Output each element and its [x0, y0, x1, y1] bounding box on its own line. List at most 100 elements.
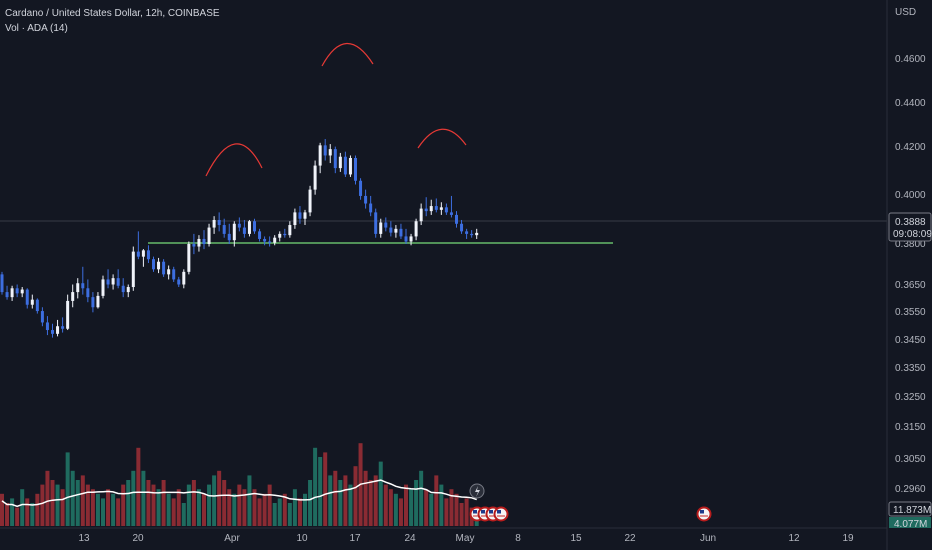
volume-bar: [388, 489, 393, 526]
candle-body: [439, 207, 443, 210]
candle-body: [278, 233, 282, 238]
candle-body: [379, 222, 383, 234]
volume-bar: [459, 503, 464, 526]
candle: [152, 256, 155, 272]
candle-body: [247, 221, 251, 234]
volume-bar: [55, 484, 60, 526]
candle: [162, 259, 166, 277]
volume-bar: [60, 489, 65, 526]
volume-bar: [338, 480, 343, 526]
volume-bar: [398, 498, 403, 526]
volume-bar: [35, 493, 40, 526]
volume-bar: [313, 447, 318, 526]
volume-bar: [111, 493, 116, 526]
candle-body: [414, 221, 418, 237]
candle-body: [56, 326, 60, 334]
volume-bar: [166, 493, 171, 526]
last-price-badge: 0.3888 09:08:09: [888, 212, 932, 242]
candle: [242, 219, 246, 238]
candle-body: [51, 330, 54, 334]
economic-event-flags[interactable]: [469, 506, 712, 522]
candle-body: [394, 228, 398, 233]
candle: [157, 257, 161, 274]
volume-bar: [196, 489, 201, 526]
time-axis-labels[interactable]: 13 20 Apr 10 17 24 May 8 15 22 Jun 12 19: [78, 533, 854, 544]
flag-circle: [696, 506, 712, 522]
candle: [308, 185, 312, 217]
head-and-shoulders-pattern[interactable]: [205, 42, 467, 177]
candle: [338, 152, 342, 172]
candle: [389, 221, 393, 237]
volume-bar: [212, 475, 217, 526]
candle: [475, 228, 479, 239]
candle: [268, 236, 272, 247]
candle: [76, 278, 80, 299]
candle-body: [348, 157, 352, 175]
candle-body: [35, 299, 39, 312]
volume-bar: [136, 447, 141, 526]
volume-bar: [116, 498, 121, 526]
candle: [237, 217, 241, 232]
candle-body: [15, 288, 19, 294]
candle-body: [25, 289, 29, 305]
candle-body: [475, 232, 479, 236]
candle: [404, 228, 408, 245]
candle-body: [61, 326, 65, 329]
volume-bar: [328, 475, 333, 526]
volume-bar: [449, 489, 454, 526]
candle: [374, 208, 378, 238]
candle: [10, 285, 14, 301]
candle-body: [364, 195, 368, 204]
candle-body: [455, 214, 458, 224]
time-tick-label: Jun: [700, 533, 716, 544]
candle-body: [202, 238, 206, 245]
volume-bar: [191, 480, 196, 526]
flag-circle: [493, 506, 509, 522]
price-tick-label: 0.4400: [895, 98, 926, 109]
volume-value-2: 4.077M: [894, 519, 927, 530]
time-tick-label: 17: [349, 533, 361, 544]
candle: [81, 266, 85, 295]
time-tick-label: 19: [842, 533, 854, 544]
volume-bar: [227, 489, 232, 526]
price-tick-label: 0.3650: [895, 280, 926, 291]
volume-bar: [217, 470, 222, 526]
candle-body: [162, 261, 166, 275]
flag-canton: [497, 510, 501, 514]
candle-body: [40, 311, 44, 323]
us-flag-icon[interactable]: [493, 506, 509, 522]
price-axis-labels[interactable]: 0.4600 0.4400 0.4200 0.4000 0.3800 0.3650 0.35…: [895, 54, 926, 495]
candle-body: [217, 219, 221, 226]
candle-body: [399, 228, 403, 237]
us-flag-icon[interactable]: [696, 506, 712, 522]
volume-bar: [15, 507, 20, 526]
flag-canton: [473, 510, 477, 514]
volume-bar: [464, 498, 469, 526]
volume-bar: [0, 493, 4, 526]
candle: [434, 198, 438, 213]
volume-indicator-title[interactable]: Vol · ADA (14): [5, 23, 68, 34]
candle-body: [343, 156, 347, 175]
candle: [56, 319, 60, 337]
candle: [318, 142, 322, 174]
candle: [227, 223, 231, 245]
candle-body: [111, 278, 115, 285]
candle-body: [263, 238, 267, 242]
candle-body: [116, 278, 120, 286]
candle: [460, 219, 464, 234]
candle: [45, 316, 49, 336]
volume-bar: [308, 480, 313, 526]
volume-bar: [25, 498, 30, 526]
candle-body: [136, 251, 140, 257]
candle: [283, 228, 287, 238]
volume-bar: [90, 489, 95, 526]
candle: [111, 274, 115, 290]
candle: [101, 275, 105, 299]
symbol-title[interactable]: Cardano / United States Dollar, 12h, COI…: [5, 8, 220, 19]
event-markers[interactable]: [469, 483, 712, 522]
candle-body: [141, 250, 145, 257]
candle-body: [258, 231, 262, 239]
volume-badge: 11.873M 4.077M: [888, 501, 932, 530]
